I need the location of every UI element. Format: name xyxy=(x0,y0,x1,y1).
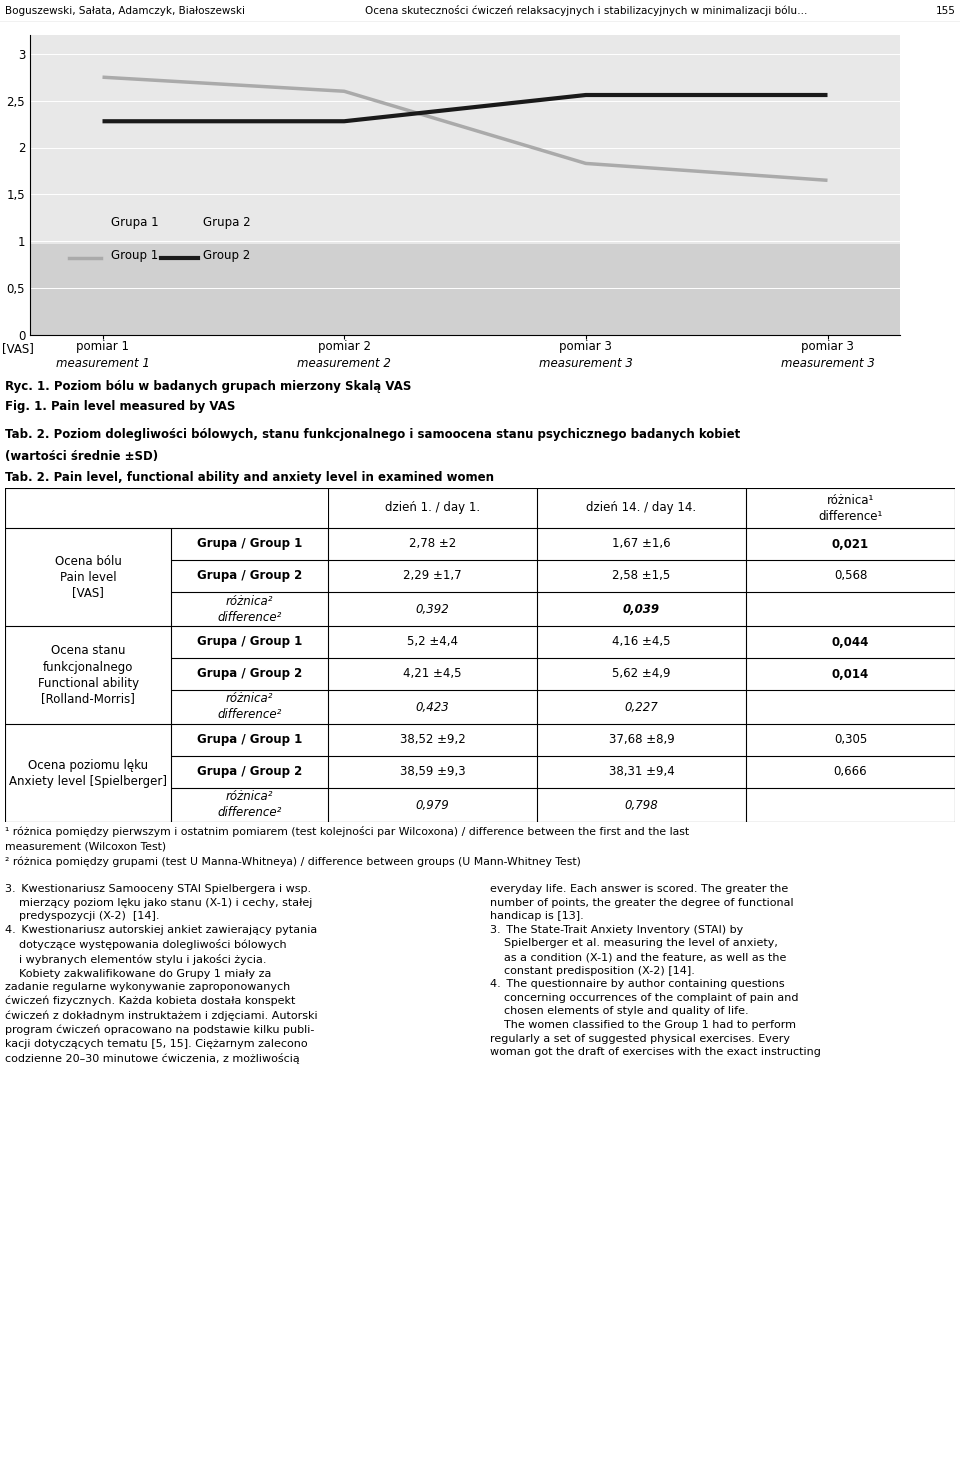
Text: Grupa 1: Grupa 1 xyxy=(110,216,158,228)
Text: everyday life. Each answer is scored. The greater the
number of points, the grea: everyday life. Each answer is scored. Th… xyxy=(490,884,821,1057)
Text: measurement 3: measurement 3 xyxy=(780,357,875,370)
Text: 38,52 ±9,2: 38,52 ±9,2 xyxy=(399,733,466,746)
Text: Group 2: Group 2 xyxy=(203,249,250,262)
Text: 5,62 ±4,9: 5,62 ±4,9 xyxy=(612,668,671,680)
Text: 0,227: 0,227 xyxy=(625,701,659,714)
Bar xyxy=(30,244,900,335)
Text: 0,039: 0,039 xyxy=(623,603,660,616)
Text: 5,2 ±4,4: 5,2 ±4,4 xyxy=(407,635,458,649)
Text: 0,044: 0,044 xyxy=(831,635,869,649)
Text: [VAS]: [VAS] xyxy=(2,342,35,355)
Text: 2,58 ±1,5: 2,58 ±1,5 xyxy=(612,570,671,582)
Text: 0,979: 0,979 xyxy=(416,798,449,812)
Text: Grupa 2: Grupa 2 xyxy=(203,216,251,228)
Text: dzień 1. / day 1.: dzień 1. / day 1. xyxy=(385,502,480,514)
Text: 2,78 ±2: 2,78 ±2 xyxy=(409,538,456,551)
Text: 0,014: 0,014 xyxy=(832,668,869,680)
Text: Ocena stanu
funkcjonalnego
Functional ability
[Rolland-Morris]: Ocena stanu funkcjonalnego Functional ab… xyxy=(37,644,138,705)
Text: 0,021: 0,021 xyxy=(832,538,869,551)
Text: 0,392: 0,392 xyxy=(416,603,449,616)
Text: 0,568: 0,568 xyxy=(834,570,867,582)
Text: 2,29 ±1,7: 2,29 ±1,7 xyxy=(403,570,462,582)
Text: (wartości średnie ±SD): (wartości średnie ±SD) xyxy=(5,450,158,464)
Text: pomiar 3: pomiar 3 xyxy=(560,339,612,352)
Text: measurement 3: measurement 3 xyxy=(539,357,633,370)
Text: 4,21 ±4,5: 4,21 ±4,5 xyxy=(403,668,462,680)
Text: 38,31 ±9,4: 38,31 ±9,4 xyxy=(609,766,674,779)
Text: Ocena bólu
Pain level
[VAS]: Ocena bólu Pain level [VAS] xyxy=(55,554,122,600)
Text: Grupa / Group 2: Grupa / Group 2 xyxy=(197,570,302,582)
Text: Ryc. 1. Poziom bólu w badanych grupach mierzony Skalą VAS: Ryc. 1. Poziom bólu w badanych grupach m… xyxy=(5,381,412,392)
Text: Grupa / Group 2: Grupa / Group 2 xyxy=(197,766,302,779)
Text: 3. Kwestionariusz Samooceny STAI Spielbergera i wsp.
    mierzący poziom lęku ja: 3. Kwestionariusz Samooceny STAI Spielbe… xyxy=(5,884,318,1063)
Text: 37,68 ±8,9: 37,68 ±8,9 xyxy=(609,733,674,746)
Text: różnica¹
difference¹: różnica¹ difference¹ xyxy=(818,493,882,523)
Text: dzień 14. / day 14.: dzień 14. / day 14. xyxy=(587,502,697,514)
Text: 0,305: 0,305 xyxy=(834,733,867,746)
Text: Grupa / Group 2: Grupa / Group 2 xyxy=(197,668,302,680)
Text: ¹ różnica pomiędzy pierwszym i ostatnim pomiarem (test kolejności par Wilcoxona): ¹ różnica pomiędzy pierwszym i ostatnim … xyxy=(5,826,689,852)
Text: measurement 1: measurement 1 xyxy=(56,357,150,370)
Text: measurement 2: measurement 2 xyxy=(298,357,391,370)
Text: różnica²
difference²: różnica² difference² xyxy=(217,594,282,624)
Text: 0,423: 0,423 xyxy=(416,701,449,714)
Text: 38,59 ±9,3: 38,59 ±9,3 xyxy=(399,766,466,779)
Text: 0,666: 0,666 xyxy=(833,766,867,779)
Text: pomiar 3: pomiar 3 xyxy=(801,339,854,352)
Text: 0,798: 0,798 xyxy=(625,798,659,812)
Text: Ocena poziomu lęku
Anxiety level [Spielberger]: Ocena poziomu lęku Anxiety level [Spielb… xyxy=(10,758,167,788)
Text: Grupa / Group 1: Grupa / Group 1 xyxy=(197,635,302,649)
Text: różnica²
difference²: różnica² difference² xyxy=(217,791,282,819)
Text: 4,16 ±4,5: 4,16 ±4,5 xyxy=(612,635,671,649)
Text: 1,67 ±1,6: 1,67 ±1,6 xyxy=(612,538,671,551)
Text: różnica²
difference²: różnica² difference² xyxy=(217,693,282,721)
Text: ² różnica pomiędzy grupami (test U Manna-Whitneya) / difference between groups (: ² różnica pomiędzy grupami (test U Manna… xyxy=(5,857,581,868)
Text: Grupa / Group 1: Grupa / Group 1 xyxy=(197,733,302,746)
Text: 155: 155 xyxy=(935,6,955,16)
Text: Boguszewski, Sałata, Adamczyk, Białoszewski: Boguszewski, Sałata, Adamczyk, Białoszew… xyxy=(5,6,245,16)
Text: Tab. 2. Poziom dolegliwości bólowych, stanu funkcjonalnego i samoocena stanu psy: Tab. 2. Poziom dolegliwości bólowych, st… xyxy=(5,428,740,441)
Text: Tab. 2. Pain level, functional ability and anxiety level in examined women: Tab. 2. Pain level, functional ability a… xyxy=(5,471,494,484)
Text: Group 1: Group 1 xyxy=(110,249,157,262)
Text: Grupa / Group 1: Grupa / Group 1 xyxy=(197,538,302,551)
Text: Fig. 1. Pain level measured by VAS: Fig. 1. Pain level measured by VAS xyxy=(5,400,235,413)
Text: pomiar 2: pomiar 2 xyxy=(318,339,371,352)
Text: Ocena skuteczności ćwiczeń relaksacyjnych i stabilizacyjnych w minimalizacji ból: Ocena skuteczności ćwiczeń relaksacyjnyc… xyxy=(365,6,807,16)
Text: pomiar 1: pomiar 1 xyxy=(76,339,129,352)
